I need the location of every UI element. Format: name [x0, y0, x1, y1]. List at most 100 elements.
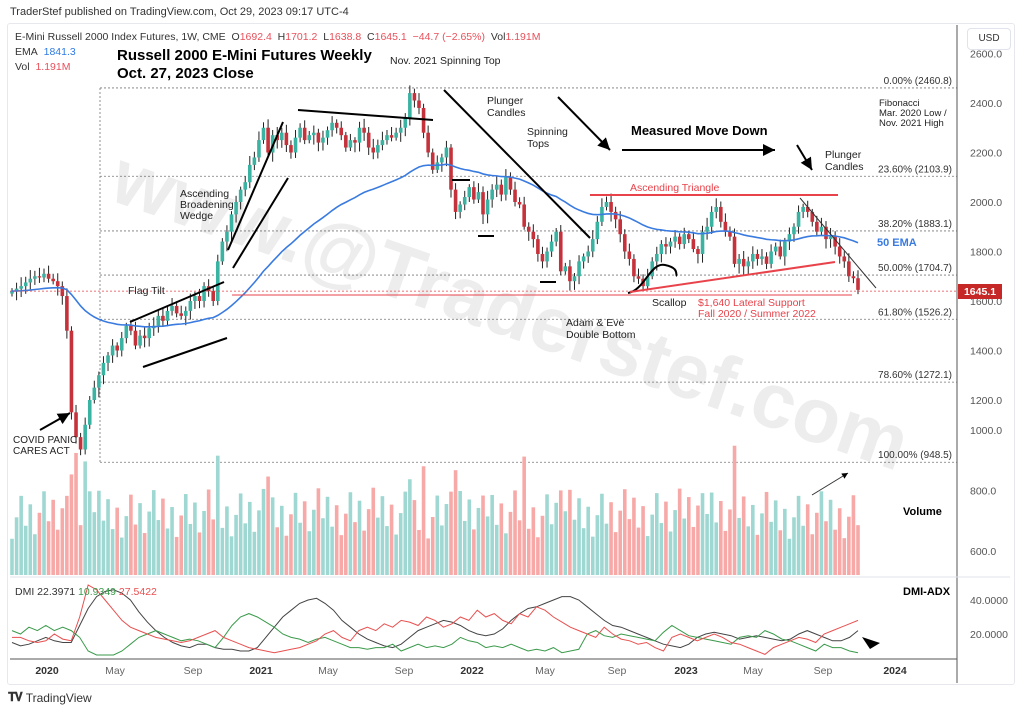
volume-bar: [252, 531, 257, 575]
volume-bar: [513, 490, 517, 575]
candle-body: [92, 387, 97, 400]
candle-body: [499, 184, 504, 195]
candle-body: [215, 261, 220, 301]
volume-bar: [595, 515, 600, 575]
volume-bar: [408, 479, 412, 575]
candle-body: [211, 291, 216, 301]
x-tick-label: May: [105, 665, 126, 677]
candle-body: [106, 355, 110, 363]
candle-body: [741, 258, 746, 267]
y-tick-label: 2200.0: [970, 148, 1002, 160]
volume-bar: [430, 517, 435, 575]
volume-bar: [458, 491, 462, 575]
candle-body: [316, 132, 321, 143]
candle-body: [481, 192, 485, 215]
candle-body: [554, 231, 558, 242]
volume-bar: [280, 505, 284, 575]
volume-bar: [330, 526, 334, 575]
candle-body: [659, 244, 664, 254]
candle-body: [348, 140, 353, 148]
volume-bar: [568, 489, 572, 575]
currency-button[interactable]: USD: [967, 28, 1011, 50]
candle-body: [449, 147, 453, 190]
downtrend-line: [799, 197, 877, 289]
candle-body: [302, 127, 307, 141]
candle-body: [357, 127, 362, 143]
ascending-triangle-bottom: [629, 261, 836, 293]
candle-body: [581, 256, 586, 262]
volume-bar: [714, 522, 719, 575]
adam-eve-label: Adam & Eve: [566, 317, 625, 329]
candle-body: [119, 338, 124, 351]
candle-body: [801, 206, 805, 212]
dmi-legend[interactable]: DMI 22.3971 10.9349 27.5422: [15, 586, 157, 598]
candle-body: [595, 221, 600, 240]
volume-bar: [531, 507, 536, 575]
volume-bar: [321, 518, 325, 575]
candle-body: [421, 107, 426, 133]
plunger-candles-label-2: Candles: [825, 161, 864, 173]
volume-bar: [636, 527, 641, 575]
volume-bar: [824, 521, 828, 575]
volume-bar: [449, 491, 453, 575]
tradingview-logo[interactable]: 𝐓𝐕 TradingView: [8, 690, 92, 705]
volume-bar: [243, 523, 248, 575]
volume-bar: [709, 492, 714, 575]
volume-bar: [522, 456, 526, 575]
volume-bar: [540, 515, 545, 575]
ema-row[interactable]: EMA 1841.3: [15, 46, 76, 58]
x-tick-label: 2023: [674, 665, 698, 677]
plunger-candles-label: Candles: [487, 107, 526, 119]
volume-bar: [92, 512, 97, 575]
volume-bar: [60, 508, 65, 575]
volume-bar: [124, 516, 129, 575]
broadening-wedge-label: Ascending: [180, 188, 229, 200]
volume-bar: [403, 491, 408, 575]
candle-body: [234, 202, 238, 215]
candle-body: [746, 261, 751, 267]
fib-level-label: 78.60% (1272.1): [878, 370, 952, 381]
candle-body: [165, 310, 170, 321]
volume-bar: [357, 500, 362, 575]
volume-bar: [837, 508, 842, 575]
symbol-name[interactable]: E-Mini Russell 2000 Index Futures, 1W, C…: [15, 31, 226, 43]
candle-body: [577, 261, 581, 277]
x-tick-label: 2021: [249, 665, 273, 677]
volume-bar: [101, 520, 106, 575]
volume-bar: [741, 496, 746, 575]
volume-bar: [677, 488, 682, 575]
vol-row[interactable]: Vol 1.191M: [15, 61, 71, 73]
spinning-tops-label: Tops: [527, 138, 549, 150]
candle-body: [664, 244, 668, 247]
candle-body: [188, 301, 193, 311]
candle-body: [101, 362, 106, 376]
candle-body: [540, 253, 545, 262]
volume-bar: [312, 509, 316, 575]
candle-body: [632, 258, 636, 277]
candle-body: [46, 273, 51, 279]
candle-body: [705, 226, 709, 232]
volume-bar: [371, 487, 376, 575]
last-price-value: 1645.1: [964, 286, 996, 298]
candle-body: [668, 241, 673, 247]
candle-body: [398, 127, 403, 133]
volume-bar: [270, 497, 275, 575]
flag-tilt-label: Flag Tilt: [128, 285, 165, 297]
volume-bar: [627, 519, 632, 575]
volume-bar: [74, 452, 78, 575]
volume-bar: [508, 511, 513, 575]
volume-bar: [577, 498, 581, 575]
candle-body: [824, 226, 828, 240]
volume-bar: [389, 504, 394, 575]
candle-body: [380, 140, 385, 146]
volume-bar: [334, 505, 339, 575]
volume-bar: [147, 511, 151, 575]
candle-body: [568, 266, 572, 282]
annotation-arrow: [39, 412, 71, 431]
candle-body: [430, 152, 435, 170]
fib-level-label: 23.60% (2103.9): [878, 164, 952, 175]
candle-body: [344, 135, 348, 148]
fib-level-label: 61.80% (1526.2): [878, 307, 952, 318]
volume-bar: [682, 518, 687, 575]
